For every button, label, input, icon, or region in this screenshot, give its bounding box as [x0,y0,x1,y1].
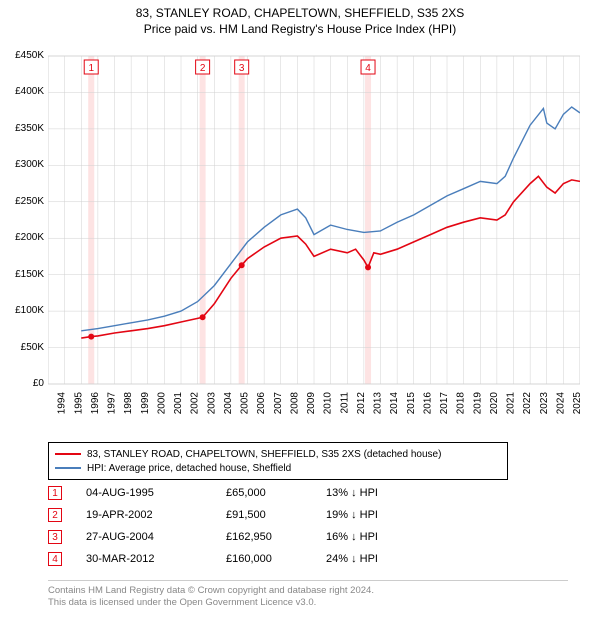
event-number: 4 [48,552,62,566]
y-axis-label: £50K [0,342,44,353]
y-axis-label: £0 [0,378,44,389]
y-axis-label: £300K [0,159,44,170]
x-axis-label: 2002 [190,392,201,415]
legend-swatch [55,453,81,455]
event-row: 3 27-AUG-2004£162,95016% ↓ HPI [48,526,426,548]
event-price: £162,950 [226,531,326,543]
x-axis-label: 2005 [240,392,251,415]
event-row: 2 19-APR-2002£91,50019% ↓ HPI [48,504,426,526]
x-axis-label: 2019 [472,392,483,415]
legend-row: 83, STANLEY ROAD, CHAPELTOWN, SHEFFIELD,… [55,447,501,461]
chart-svg: £0£50K£100K£150K£200K£250K£300K£350K£400… [48,52,580,420]
x-axis-label: 2023 [539,392,550,415]
x-axis-label: 1993 [48,392,51,415]
event-marker-label: 4 [365,63,371,74]
x-axis-label: 1996 [90,392,101,415]
legend-label: HPI: Average price, detached house, Shef… [87,463,291,474]
x-axis-label: 2001 [173,392,184,415]
x-axis-label: 1995 [73,392,84,415]
event-pct: 24% ↓ HPI [326,553,426,565]
event-price: £91,500 [226,509,326,521]
series-marker [200,314,206,320]
x-axis-label: 2000 [156,392,167,415]
title-block: 83, STANLEY ROAD, CHAPELTOWN, SHEFFIELD,… [0,0,600,36]
event-date: 27-AUG-2004 [86,531,226,543]
y-axis-label: £150K [0,269,44,280]
title-address: 83, STANLEY ROAD, CHAPELTOWN, SHEFFIELD,… [0,6,600,20]
event-price: £65,000 [226,487,326,499]
event-marker-label: 2 [200,63,206,74]
x-axis-label: 2010 [323,392,334,415]
x-axis-label: 2007 [273,392,284,415]
x-axis-label: 2018 [456,392,467,415]
y-axis-label: £100K [0,305,44,316]
event-row: 4 30-MAR-2012£160,00024% ↓ HPI [48,548,426,570]
footer-line2: This data is licensed under the Open Gov… [48,597,568,609]
y-axis-label: £250K [0,196,44,207]
event-pct: 19% ↓ HPI [326,509,426,521]
x-axis-label: 2015 [406,392,417,415]
x-axis-label: 2013 [373,392,384,415]
event-marker-label: 3 [239,63,245,74]
event-number: 1 [48,486,62,500]
event-price: £160,000 [226,553,326,565]
x-axis-label: 2006 [256,392,267,415]
x-axis-label: 2004 [223,392,234,415]
event-date: 19-APR-2002 [86,509,226,521]
series-marker [239,262,245,268]
series-marker [365,264,371,270]
x-axis-label: 2024 [555,392,566,415]
y-axis-label: £450K [0,50,44,61]
event-pct: 16% ↓ HPI [326,531,426,543]
event-pct: 13% ↓ HPI [326,487,426,499]
x-axis-label: 2009 [306,392,317,415]
x-axis-label: 1998 [123,392,134,415]
y-axis-label: £400K [0,86,44,97]
event-date: 04-AUG-1995 [86,487,226,499]
y-axis-label: £200K [0,232,44,243]
y-axis-label: £350K [0,123,44,134]
x-axis-label: 2017 [439,392,450,415]
legend-swatch [55,467,81,469]
event-band [200,56,206,384]
x-axis-label: 1999 [140,392,151,415]
x-axis-label: 2012 [356,392,367,415]
event-row: 1 04-AUG-1995£65,00013% ↓ HPI [48,482,426,504]
legend-label: 83, STANLEY ROAD, CHAPELTOWN, SHEFFIELD,… [87,449,441,460]
legend: 83, STANLEY ROAD, CHAPELTOWN, SHEFFIELD,… [48,442,508,480]
x-axis-label: 2020 [489,392,500,415]
x-axis-label: 2008 [289,392,300,415]
x-axis-label: 2011 [339,392,350,414]
title-subtitle: Price paid vs. HM Land Registry's House … [0,22,600,36]
event-number: 3 [48,530,62,544]
event-band [239,56,245,384]
legend-row: HPI: Average price, detached house, Shef… [55,461,501,475]
x-axis-label: 2022 [522,392,533,415]
event-marker-label: 1 [88,63,94,74]
chart-container: 83, STANLEY ROAD, CHAPELTOWN, SHEFFIELD,… [0,0,600,620]
event-band [365,56,371,384]
event-number: 2 [48,508,62,522]
x-axis-label: 1997 [107,392,118,415]
x-axis-label: 2025 [572,392,580,415]
footer-line1: Contains HM Land Registry data © Crown c… [48,585,568,597]
x-axis-label: 2016 [422,392,433,415]
x-axis-label: 2021 [506,392,517,415]
x-axis-label: 2003 [206,392,217,415]
footer: Contains HM Land Registry data © Crown c… [48,580,568,610]
series-marker [88,334,94,340]
events-table: 1 04-AUG-1995£65,00013% ↓ HPI 2 19-APR-2002… [48,482,426,570]
x-axis-label: 1994 [57,392,68,415]
event-date: 30-MAR-2012 [86,553,226,565]
x-axis-label: 2014 [389,392,400,415]
